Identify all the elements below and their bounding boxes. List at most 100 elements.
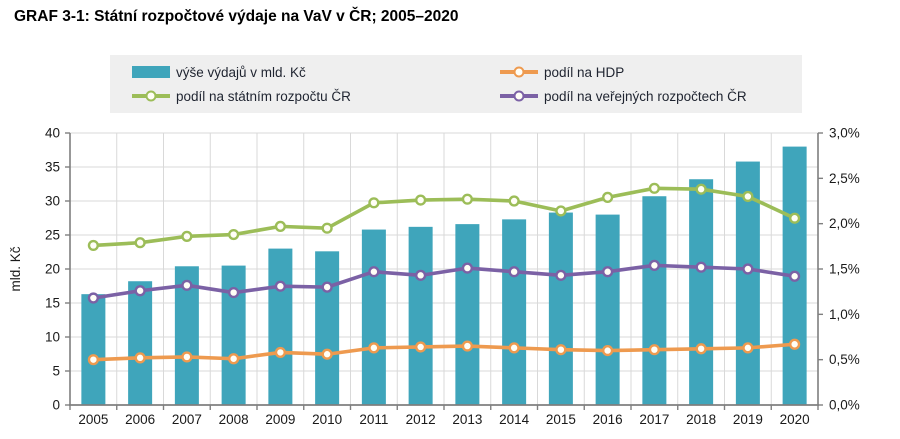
legend-label: podíl na veřejných rozpočtech ČR — [544, 88, 747, 104]
marker-share-gdp-2015 — [555, 344, 567, 356]
bar-2005 — [81, 294, 106, 405]
legend-item-expenditures: výše výdajů v mld. Kč — [132, 65, 500, 80]
marker-share-gdp-2006 — [134, 352, 146, 364]
marker-share-state-budget-2019 — [742, 190, 754, 203]
marker-share-state-budget-2008 — [228, 228, 240, 241]
marker-share-gdp-2016 — [602, 345, 614, 357]
chart-plot: 0 5 10 15 20 25 30 35 40 0,0% 0,5% 1,0% 1,5% 2,0% 2,5%… — [8, 126, 860, 428]
axes — [65, 132, 823, 410]
x-axis-label: 2015 — [546, 412, 576, 427]
marker-share-gdp-2009 — [274, 346, 286, 359]
x-axis-label: 2007 — [172, 412, 202, 427]
legend-item-share-state-budget: podíl na státním rozpočtu ČR — [132, 89, 500, 104]
marker-share-public-budgets-2008 — [228, 286, 240, 299]
axis-labels: 0 5 10 15 20 25 30 35 40 0,0% 0,5% 1,0% 1,5% 2,0% 2,5%… — [8, 126, 860, 428]
bar-2012 — [408, 226, 433, 405]
marker-share-public-budgets-2006 — [134, 285, 146, 297]
marker-share-gdp-2012 — [415, 341, 427, 353]
x-axis-label: 2011 — [359, 412, 388, 427]
marker-share-gdp-2011 — [368, 342, 380, 354]
bar-2010 — [315, 251, 340, 405]
marker-share-public-budgets-2015 — [555, 269, 567, 281]
left-axis-tick: 30 — [45, 194, 60, 209]
legend-item-share-gdp: podíl na HDP — [500, 65, 802, 80]
x-axis-label: 2009 — [265, 412, 295, 427]
legend-item-share-public-budgets: podíl na veřejných rozpočtech ČR — [500, 89, 802, 104]
chart-title: GRAF 3-1: Státní rozpočtové výdaje na Va… — [14, 8, 459, 25]
marker-share-state-budget-2007 — [181, 230, 193, 242]
marker-share-state-budget-2010 — [321, 222, 333, 234]
marker-share-state-budget-2014 — [508, 195, 520, 207]
bar-2006 — [128, 281, 153, 405]
x-axis-label: 2012 — [406, 412, 436, 427]
marker-share-state-budget-2016 — [602, 191, 614, 203]
left-axis-tick: 5 — [52, 364, 60, 379]
marker-share-gdp-2010 — [321, 348, 333, 360]
x-axis-label: 2013 — [452, 412, 482, 427]
marker-share-gdp-2008 — [228, 353, 240, 365]
right-axis-tick: 3,0% — [829, 126, 860, 141]
series-share-gdp — [87, 338, 801, 366]
marker-share-state-budget-2005 — [87, 239, 99, 252]
marker-share-gdp-2005 — [87, 354, 99, 366]
x-axis-label: 2010 — [312, 412, 342, 427]
marker-share-state-budget-2009 — [274, 220, 286, 232]
left-axis-tick: 0 — [52, 398, 60, 413]
left-axis-tick: 40 — [45, 126, 60, 141]
x-axis-label: 2018 — [686, 412, 716, 427]
bar-2018 — [689, 179, 714, 405]
series-share-state-budget — [87, 182, 801, 252]
marker-share-gdp-2020 — [789, 338, 801, 350]
marker-share-public-budgets-2007 — [181, 279, 193, 291]
bar-2008 — [221, 265, 246, 405]
marker-share-public-budgets-2013 — [461, 262, 473, 274]
line-marker-swatch-icon — [500, 66, 538, 78]
line-marker-swatch-icon — [500, 90, 538, 102]
line-marker-swatch-icon — [132, 90, 170, 102]
x-axis-label: 2006 — [125, 412, 155, 427]
x-axis-label: 2017 — [639, 412, 669, 427]
bar-2014 — [502, 219, 527, 405]
bar-2013 — [455, 224, 480, 405]
right-axis-tick: 1,0% — [829, 307, 860, 322]
marker-share-gdp-2018 — [695, 343, 707, 355]
legend-label: podíl na státním rozpočtu ČR — [176, 88, 351, 104]
legend-label: podíl na HDP — [544, 64, 625, 80]
series-expenditures — [81, 146, 807, 405]
x-axis-label: 2008 — [219, 412, 249, 427]
bar-swatch-icon — [132, 66, 170, 78]
left-axis-tick: 15 — [45, 296, 60, 311]
left-axis-tick: 35 — [45, 160, 60, 175]
series-share-public-budgets — [87, 259, 801, 304]
bar-2011 — [361, 229, 386, 405]
marker-share-public-budgets-2020 — [789, 270, 801, 282]
marker-share-public-budgets-2014 — [508, 266, 520, 278]
right-axis-tick: 2,0% — [829, 216, 860, 231]
bar-2009 — [268, 248, 293, 405]
marker-share-public-budgets-2009 — [274, 280, 286, 292]
marker-share-state-budget-2017 — [648, 182, 660, 194]
left-axis-tick: 20 — [45, 262, 60, 277]
marker-share-public-budgets-2012 — [415, 269, 427, 281]
marker-share-gdp-2007 — [181, 351, 193, 363]
x-axis-label: 2019 — [733, 412, 763, 427]
marker-share-public-budgets-2011 — [368, 266, 380, 278]
right-axis-tick: 1,5% — [829, 262, 860, 277]
x-axis-label: 2020 — [780, 412, 810, 427]
bar-2015 — [548, 212, 573, 405]
left-axis-tick: 10 — [45, 330, 60, 345]
marker-share-public-budgets-2019 — [742, 263, 754, 275]
x-axis-label: 2005 — [78, 412, 108, 427]
marker-share-state-budget-2020 — [789, 212, 801, 224]
marker-share-state-budget-2011 — [368, 197, 380, 209]
left-axis-title: mld. Kč — [8, 246, 23, 291]
marker-share-state-budget-2012 — [415, 194, 427, 206]
marker-share-state-budget-2018 — [695, 183, 707, 195]
marker-share-public-budgets-2018 — [695, 261, 707, 273]
marker-share-state-budget-2006 — [134, 237, 146, 249]
x-axis-label: 2016 — [593, 412, 623, 427]
left-axis-tick: 25 — [45, 228, 60, 243]
marker-share-state-budget-2015 — [555, 205, 567, 217]
bar-2017 — [642, 196, 667, 405]
